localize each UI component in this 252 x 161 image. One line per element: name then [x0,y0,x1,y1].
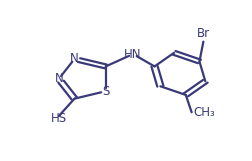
Text: HS: HS [51,112,67,125]
Text: Br: Br [197,27,210,40]
Text: HN: HN [124,47,142,61]
Text: CH₃: CH₃ [194,106,215,119]
Text: N: N [54,72,63,85]
Text: S: S [102,85,109,98]
Text: N: N [70,52,79,66]
